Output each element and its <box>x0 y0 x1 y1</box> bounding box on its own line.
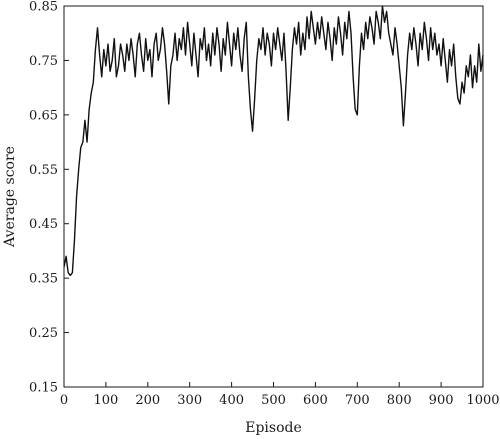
x-tick-label: 200 <box>135 393 160 408</box>
x-tick-label: 100 <box>93 393 118 408</box>
x-tick-label: 500 <box>261 393 286 408</box>
y-tick-label: 0.55 <box>29 163 58 178</box>
x-tick-label: 400 <box>219 393 244 408</box>
y-axis: 0.15 0.25 0.35 0.45 0.55 0.65 0.75 0.85 <box>29 0 69 396</box>
x-tick-label: 800 <box>387 393 412 408</box>
y-axis-title: Average score <box>2 146 18 248</box>
x-tick-label: 1000 <box>466 393 499 408</box>
x-tick-label: 300 <box>177 393 202 408</box>
y-tick-label: 0.15 <box>29 381 58 396</box>
x-tick-label: 700 <box>345 393 370 408</box>
plot-frame <box>63 5 484 388</box>
x-tick-label: 900 <box>429 393 454 408</box>
y-tick-label: 0.35 <box>29 272 58 287</box>
x-axis-title: Episode <box>245 420 302 436</box>
plot-area <box>63 5 484 388</box>
y-tick-label: 0.75 <box>29 54 58 69</box>
x-tick-label: 0 <box>60 393 68 408</box>
y-tick-label: 0.85 <box>29 0 58 15</box>
y-tick-label: 0.45 <box>29 217 58 232</box>
series-line <box>63 5 484 277</box>
x-axis: 0 100 200 300 400 500 600 700 800 900 1000 <box>60 382 500 408</box>
y-tick-label: 0.25 <box>29 326 58 341</box>
x-tick-label: 600 <box>303 393 328 408</box>
y-tick-label: 0.65 <box>29 108 58 123</box>
